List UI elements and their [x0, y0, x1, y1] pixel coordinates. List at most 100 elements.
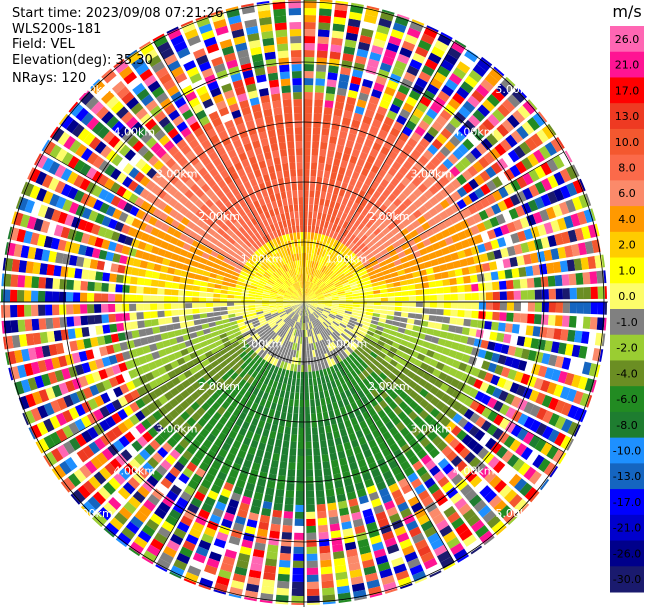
gate-cell — [257, 442, 266, 451]
gate-cell — [345, 259, 353, 267]
gate-cell — [346, 491, 357, 501]
gate-cell — [306, 253, 309, 261]
gate-cell — [495, 525, 507, 536]
gate-cell — [100, 145, 112, 158]
gate-cell — [222, 555, 236, 566]
gate-cell — [162, 339, 171, 348]
gate-cell — [269, 239, 275, 248]
gate-cell — [412, 374, 422, 384]
gate-cell — [95, 381, 106, 394]
gate-cell — [457, 293, 465, 301]
gate-cell — [228, 313, 236, 319]
gate-cell — [255, 297, 263, 300]
gate-cell — [218, 448, 228, 458]
gate-cell — [304, 302, 311, 305]
gate-cell — [157, 406, 168, 417]
gate-cell — [214, 454, 225, 465]
gate-cell — [162, 79, 176, 91]
gate-cell — [446, 332, 455, 341]
gate-cell — [242, 436, 252, 446]
gate-cell — [190, 215, 200, 224]
gate-cell — [237, 337, 246, 344]
gate-cell — [409, 564, 424, 576]
gate-cell — [297, 289, 301, 296]
gate-cell — [37, 290, 46, 302]
gate-cell — [351, 171, 360, 180]
gate-cell — [201, 402, 211, 412]
gate-cell — [139, 448, 151, 461]
gate-cell — [195, 515, 208, 526]
gate-cell — [380, 306, 388, 310]
gate-cell — [297, 329, 300, 337]
gate-cell — [319, 248, 324, 257]
gate-cell — [392, 354, 401, 363]
gate-cell — [324, 474, 333, 483]
gate-cell — [234, 309, 242, 313]
gate-cell — [315, 326, 320, 334]
gate-cell — [230, 389, 239, 399]
gate-cell — [219, 265, 227, 272]
gate-cell — [391, 465, 402, 476]
gate-cell — [304, 343, 307, 351]
gate-cell — [399, 256, 409, 264]
gate-cell — [292, 293, 299, 298]
gate-cell — [455, 522, 469, 536]
gate-cell — [41, 373, 52, 387]
gate-cell — [307, 315, 310, 323]
gate-cell — [199, 340, 209, 348]
gate-cell — [516, 428, 529, 441]
gate-cell — [328, 262, 335, 270]
gate-cell — [172, 323, 181, 330]
gate-cell — [384, 588, 398, 594]
gate-cell — [326, 328, 333, 335]
gate-cell — [477, 243, 487, 254]
gate-cell — [488, 261, 498, 271]
gate-cell — [143, 286, 151, 294]
gate-cell — [305, 420, 311, 428]
gate-cell — [529, 491, 540, 503]
gate-cell — [221, 185, 231, 195]
gate-cell — [362, 411, 371, 420]
gate-cell — [100, 392, 111, 404]
gate-cell — [85, 373, 95, 385]
gate-cell — [304, 298, 311, 302]
gate-cell — [307, 274, 310, 282]
gate-cell — [206, 287, 214, 293]
gate-cell — [332, 187, 340, 196]
gate-cell — [220, 223, 229, 232]
gate-cell — [312, 268, 317, 276]
gate-cell — [153, 387, 164, 398]
gate-cell — [383, 240, 392, 248]
gate-cell — [149, 105, 163, 118]
gate-cell — [402, 334, 411, 342]
gate-cell — [457, 302, 465, 309]
gate-cell — [224, 241, 233, 249]
gate-cell — [522, 172, 534, 186]
gate-cell — [325, 214, 332, 222]
gate-cell — [169, 466, 181, 478]
gate-cell — [166, 226, 176, 236]
gate-cell — [453, 222, 464, 233]
gate-cell — [535, 422, 548, 437]
gate-cell — [360, 256, 369, 264]
gate-cell — [332, 543, 344, 553]
gate-cell — [364, 358, 372, 366]
gate-cell — [306, 308, 310, 316]
gate-cell — [375, 419, 385, 429]
gate-cell — [250, 505, 261, 515]
gate-cell — [352, 518, 364, 528]
gate-cell — [109, 458, 122, 471]
gate-cell — [519, 503, 530, 514]
gate-cell — [332, 277, 339, 283]
gate-cell — [272, 509, 283, 518]
gate-cell — [290, 297, 298, 301]
gate-cell — [386, 363, 395, 372]
gate-cell — [317, 295, 325, 299]
gate-cell — [330, 171, 338, 180]
gate-cell — [279, 330, 285, 338]
gate-cell — [304, 225, 308, 233]
gate-cell — [479, 170, 491, 182]
gate-cell — [22, 412, 30, 426]
gate-cell — [350, 314, 359, 319]
gate-cell — [60, 481, 71, 493]
